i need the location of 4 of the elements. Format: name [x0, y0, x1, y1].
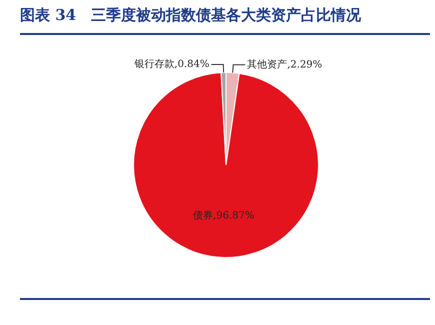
slice-label: 其他资产,2.29%: [247, 58, 322, 70]
slice-label: 债券,96.87%: [193, 209, 254, 222]
chart-title: 图表 34 三季度被动指数债基各大类资产占比情况: [20, 6, 362, 25]
slice-label: 银行存款,0.84%: [133, 58, 210, 70]
